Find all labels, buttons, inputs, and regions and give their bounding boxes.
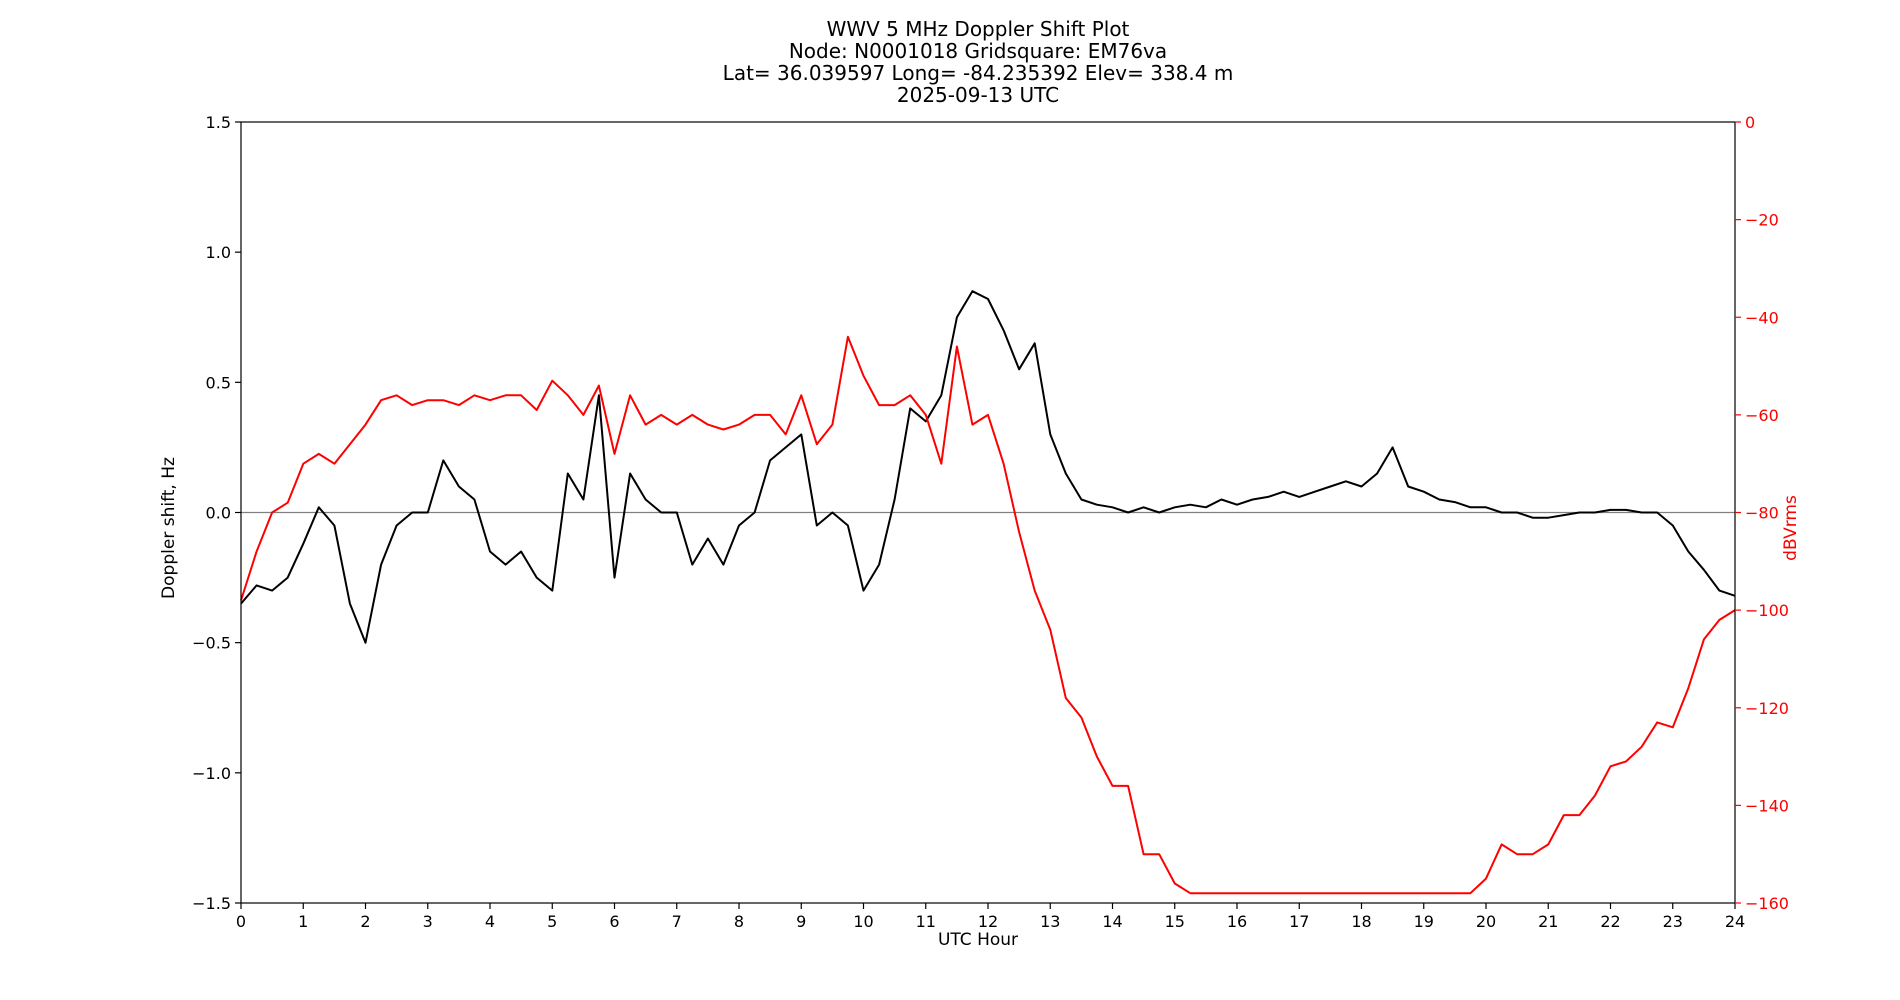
- x-tick-label: 10: [853, 912, 873, 931]
- x-tick-label: 20: [1476, 912, 1496, 931]
- y-tick-label: −1.5: [192, 894, 231, 913]
- x-tick-label: 2: [360, 912, 370, 931]
- x-tick-label: 7: [672, 912, 682, 931]
- y2-tick-label: −140: [1745, 796, 1789, 815]
- y2-tick-label: −160: [1745, 894, 1789, 913]
- y2-axis-label: dBVrms: [1781, 495, 1801, 561]
- y2-tick-label: −20: [1745, 211, 1779, 230]
- axes-layer: 0 1 2 3 4 5 6 7 8 9 10 11 12 13 14 15 16 17 18 19 20 21 22 23 24…: [192, 113, 1789, 931]
- x-tick-label: 9: [796, 912, 806, 931]
- chart-subtitle-node: Node: N0001018 Gridsquare: EM76va: [789, 39, 1167, 63]
- x-tick-label: 21: [1538, 912, 1558, 931]
- chart-subtitle-date: 2025-09-13 UTC: [897, 83, 1059, 107]
- y-tick-label: 0.0: [206, 504, 231, 523]
- chart-title: WWV 5 MHz Doppler Shift Plot: [827, 17, 1130, 41]
- x-tick-label: 14: [1102, 912, 1122, 931]
- x-tick-label: 4: [485, 912, 495, 931]
- y-tick-label: 1.5: [206, 113, 231, 132]
- power-series-line: [240, 335, 1736, 895]
- x-tick-label: 5: [547, 912, 557, 931]
- chart-subtitle-location: Lat= 36.039597 Long= -84.235392 Elev= 33…: [723, 61, 1234, 85]
- y-tick-label: 0.5: [206, 373, 231, 392]
- y-tick-label: −1.0: [192, 764, 231, 783]
- x-tick-label: 13: [1040, 912, 1060, 931]
- x-tick-label: 22: [1600, 912, 1620, 931]
- x-tick-label: 3: [423, 912, 433, 931]
- y-axis-label: Doppler shift, Hz: [159, 457, 179, 599]
- x-tick-label: 12: [978, 912, 998, 931]
- y2-tick-label: −120: [1745, 699, 1789, 718]
- x-tick-label: 19: [1414, 912, 1434, 931]
- x-tick-label: 0: [236, 912, 246, 931]
- y2-tick-label: 0: [1745, 113, 1755, 132]
- x-tick-label: 16: [1227, 912, 1247, 931]
- x-axis-label: UTC Hour: [938, 930, 1018, 950]
- x-tick-label: 8: [734, 912, 744, 931]
- y2-tick-label: −100: [1745, 601, 1789, 620]
- y2-tick-label: −60: [1745, 406, 1779, 425]
- x-tick-label: 1: [298, 912, 308, 931]
- y2-tick-label: −80: [1745, 504, 1779, 523]
- doppler-series-line: [240, 290, 1736, 644]
- x-tick-label: 15: [1165, 912, 1185, 931]
- x-tick-label: 24: [1725, 912, 1745, 931]
- x-tick-label: 6: [609, 912, 619, 931]
- y2-tick-label: −40: [1745, 308, 1779, 327]
- y-tick-label: 1.0: [206, 243, 231, 262]
- x-tick-label: 17: [1289, 912, 1309, 931]
- series-layer: [240, 290, 1736, 895]
- x-tick-label: 11: [916, 912, 936, 931]
- y-tick-label: −0.5: [192, 634, 231, 653]
- x-tick-label: 23: [1663, 912, 1683, 931]
- x-tick-label: 18: [1351, 912, 1371, 931]
